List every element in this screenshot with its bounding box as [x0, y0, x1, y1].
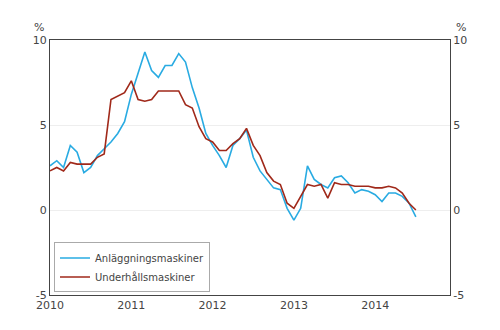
svg-text:5: 5	[453, 119, 460, 132]
svg-text:10: 10	[453, 34, 467, 47]
svg-text:2010: 2010	[36, 299, 64, 312]
svg-text:2013: 2013	[280, 299, 308, 312]
svg-text:%: %	[34, 21, 44, 34]
svg-text:0: 0	[453, 204, 460, 217]
svg-text:2012: 2012	[199, 299, 227, 312]
svg-text:Anläggningsmaskiner: Anläggningsmaskiner	[95, 253, 204, 264]
svg-text:5: 5	[40, 119, 47, 132]
svg-text:Underhållsmaskiner: Underhållsmaskiner	[95, 271, 195, 283]
svg-text:-5: -5	[36, 289, 47, 302]
svg-text:2011: 2011	[117, 299, 145, 312]
svg-text:0: 0	[40, 204, 47, 217]
svg-text:10: 10	[33, 34, 47, 47]
svg-text:%: %	[456, 21, 466, 34]
svg-text:2014: 2014	[361, 299, 389, 312]
svg-text:-5: -5	[453, 289, 464, 302]
